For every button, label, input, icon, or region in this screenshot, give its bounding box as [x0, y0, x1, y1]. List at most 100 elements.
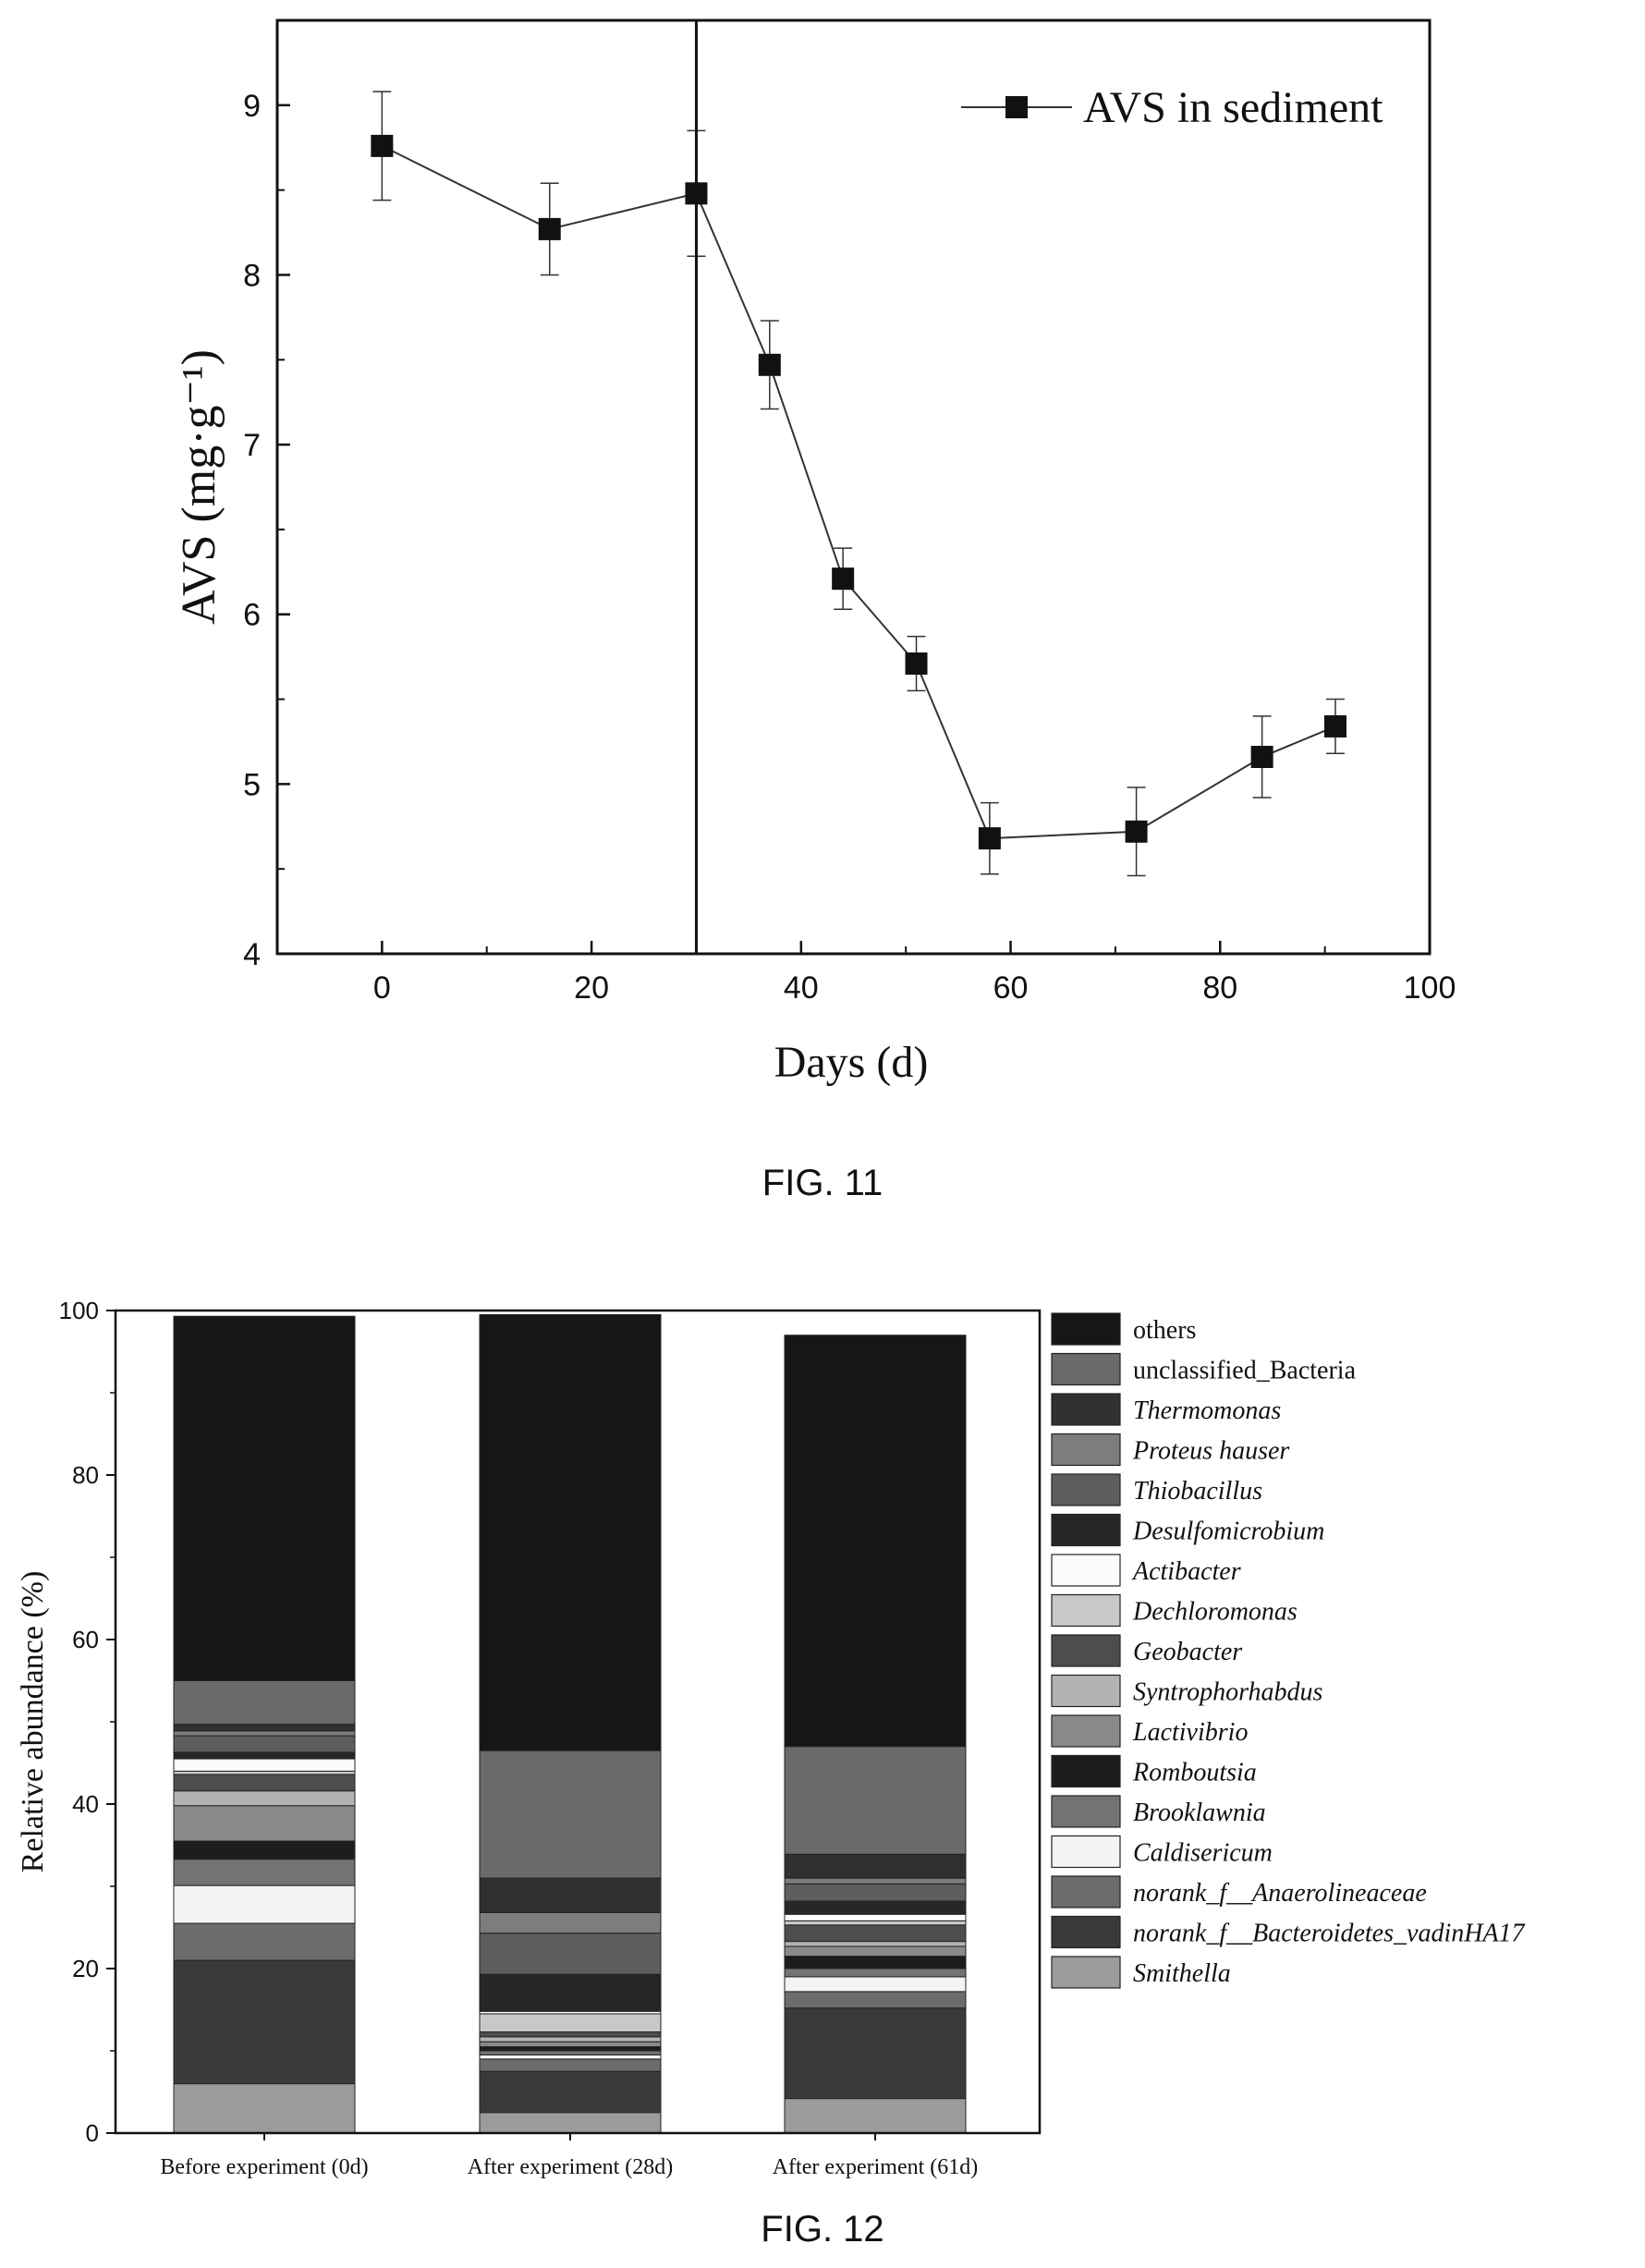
data-point	[1125, 820, 1148, 843]
bar-segment	[173, 1790, 356, 1807]
bar-segment	[173, 1730, 356, 1737]
data-point	[905, 652, 928, 675]
y-tick-label: 60	[72, 1626, 99, 1653]
x-category-label: After experiment (28d)	[468, 2155, 674, 2179]
bar-segment	[173, 1859, 356, 1886]
bar-segment	[479, 2112, 662, 2134]
y-tick-label: 5	[243, 767, 261, 802]
x-axis-label: Days (d)	[774, 1038, 929, 1087]
bar-segment	[784, 1883, 967, 1902]
bar-segment	[173, 1884, 356, 1924]
legend: AVS in sediment	[961, 83, 1383, 132]
bar-segment	[784, 2098, 967, 2134]
y-tick-label: 4	[243, 937, 261, 972]
bar-segment	[173, 2083, 356, 2134]
bar-segment	[784, 1941, 967, 1947]
bar-segment	[173, 1770, 356, 1775]
plot-frame	[275, 18, 1432, 956]
bar-segment	[479, 1750, 662, 1879]
y-tick-label: 80	[72, 1461, 99, 1489]
legend-label: Lactivibrio	[1132, 1718, 1248, 1747]
bar-segment	[479, 2046, 662, 2052]
legend-label: norank_f__Bacteroidetes_vadinHA17	[1133, 1920, 1526, 1948]
y-axis-label-2: Relative abundance (%)	[16, 1571, 50, 1873]
y-tick-label: 9	[243, 89, 261, 124]
bar-segment	[479, 2070, 662, 2114]
bar-segment	[784, 1335, 967, 1748]
legend-swatch	[1051, 1352, 1121, 1386]
data-point	[1323, 714, 1346, 738]
legend-swatch	[1051, 1915, 1121, 1949]
bar-segment	[173, 1922, 356, 1961]
x-category-label: Before experiment (0d)	[160, 2155, 368, 2179]
bar-segment	[479, 2050, 662, 2055]
figure-12-caption: FIG. 12	[761, 2209, 884, 2250]
x-category-label: After experiment (61d)	[773, 2155, 979, 2179]
legend-label: Romboutsia	[1132, 1759, 1257, 1787]
bar-segment	[784, 1913, 967, 1921]
legend-label: Proteus hauser	[1132, 1437, 1289, 1466]
legend-swatch	[1051, 1835, 1121, 1869]
bar-segment	[784, 1924, 967, 1943]
legend-swatch	[1051, 1634, 1121, 1667]
legend-swatch	[1051, 1433, 1121, 1467]
bar-segment	[173, 1724, 356, 1732]
y-tick-label: 100	[59, 1297, 99, 1324]
legend-swatch	[1051, 1554, 1121, 1587]
legend-swatch	[1051, 1795, 1121, 1828]
avs-line-chart: 0 20 40 60 80 100 4 5 6 7 8 9 AVS in sediment Days …	[173, 18, 1456, 1087]
legend-label: Caldisericum	[1133, 1839, 1273, 1868]
legend-label: unclassified_Bacteria	[1133, 1357, 1357, 1385]
bar-segment	[784, 1900, 967, 1915]
legend-swatch	[1051, 1714, 1121, 1748]
legend-2: others unclassified_Bacteria Thermomonas Pr…	[1051, 1312, 1526, 1989]
x-tick-label: 40	[784, 970, 819, 1006]
bar-segment	[173, 1751, 356, 1760]
legend-swatch	[1051, 1312, 1121, 1346]
bar-segment	[173, 1315, 356, 1681]
bar-segment	[479, 2031, 662, 2038]
bar-segment	[173, 1758, 356, 1772]
bar-segment	[479, 1313, 662, 1751]
bar-segment	[479, 2058, 662, 2072]
data-point	[758, 353, 781, 376]
legend-swatch	[1051, 1393, 1121, 1426]
bar-segment	[173, 1840, 356, 1860]
bar-segment	[784, 1746, 967, 1855]
bar-segment	[784, 1853, 967, 1879]
legend-swatch	[1051, 1674, 1121, 1708]
legend-label: Geobacter	[1133, 1638, 1242, 1666]
y-tick-label: 40	[72, 1790, 99, 1818]
y-tick-label: 20	[72, 1955, 99, 1982]
x-tick-label: 20	[574, 970, 609, 1006]
bar-segment	[173, 1680, 356, 1725]
bar-segment	[479, 2036, 662, 2042]
bar-segment	[479, 1911, 662, 1934]
legend-label: Smithella	[1133, 1959, 1231, 1988]
legend-label: Dechloromonas	[1132, 1598, 1298, 1627]
legend-swatch	[1051, 1593, 1121, 1628]
bar-segment	[479, 2013, 662, 2033]
avs-series-line	[381, 144, 1336, 840]
bar-segment	[784, 1976, 967, 1993]
stacked-abundance-chart: 0 20 40 60 80 100 Before experiment (0d) After…	[16, 1297, 1526, 2179]
bar-segment	[784, 1877, 967, 1884]
bar-segment	[479, 2054, 662, 2060]
bar-segment	[784, 1956, 967, 1969]
x-tick-label: 0	[373, 970, 391, 1006]
x-tick-label: 60	[993, 970, 1029, 1006]
bar-segment	[784, 1945, 967, 1957]
legend-label: Brooklawnia	[1133, 1799, 1266, 1827]
bar-segment	[784, 1991, 967, 2009]
data-point	[832, 567, 855, 591]
figure-11-caption: FIG. 11	[762, 1163, 883, 1203]
data-point	[978, 827, 1001, 850]
y-axis-label: AVS (mg·g⁻¹)	[173, 349, 225, 625]
legend-label: Actibacter	[1131, 1557, 1241, 1586]
bar-segment	[479, 2041, 662, 2048]
y-tick-label: 7	[243, 428, 261, 463]
bar-segment	[173, 1735, 356, 1753]
bar-segment	[784, 1968, 967, 1978]
legend-swatch	[1051, 1473, 1121, 1506]
legend-swatch	[1051, 1754, 1121, 1788]
